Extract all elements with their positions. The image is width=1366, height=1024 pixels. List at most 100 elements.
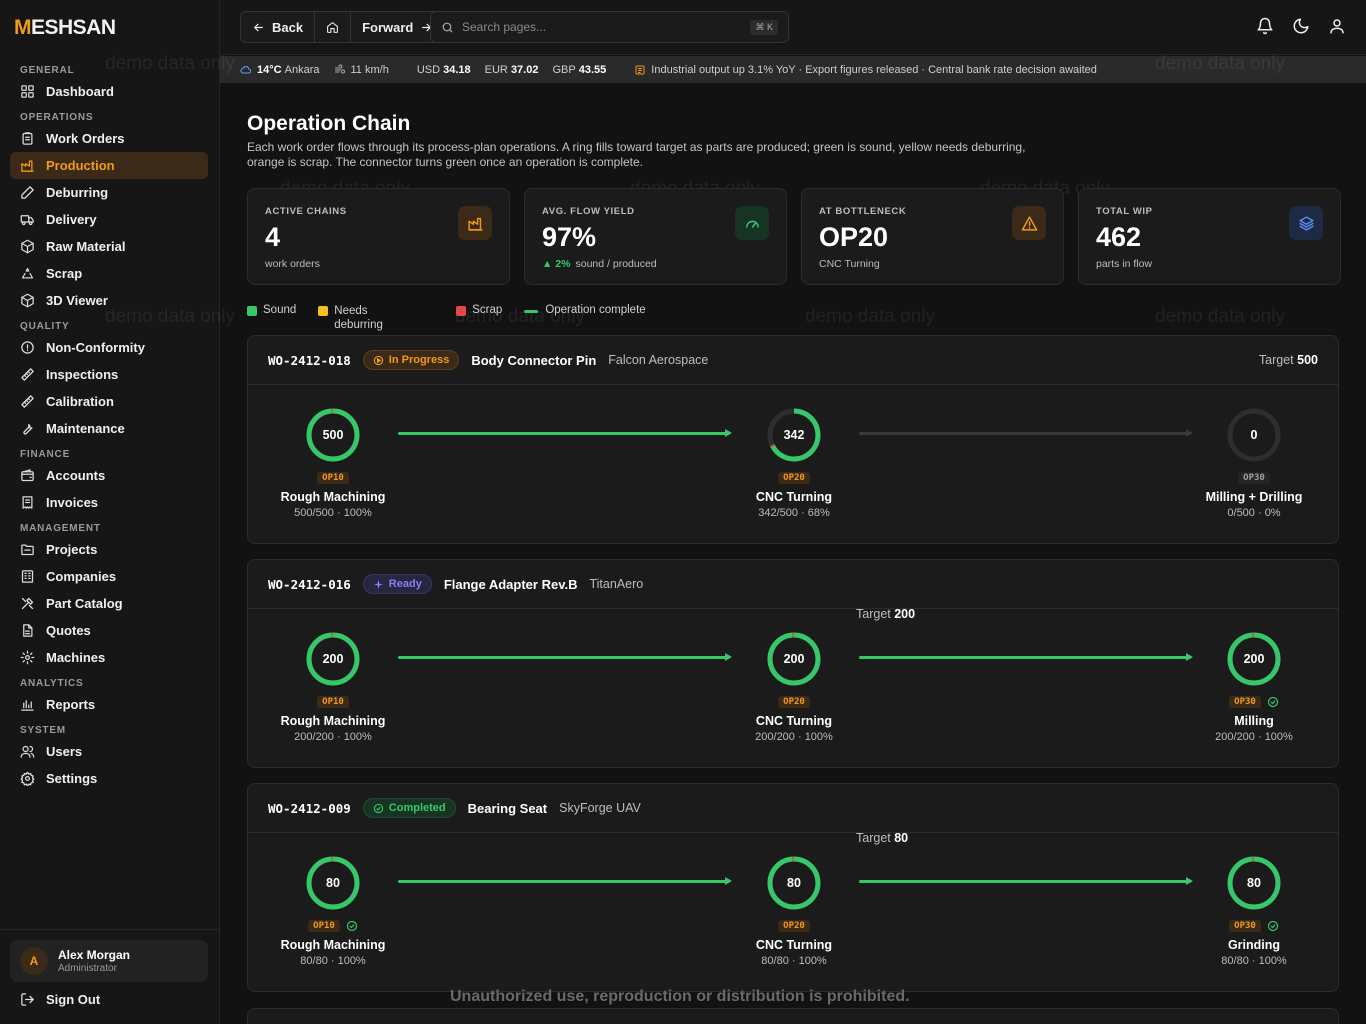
user-role: Administrator [58,963,117,974]
work-order-id[interactable]: WO-2412-016 [268,576,351,592]
sidebar-item-label: Users [46,744,83,759]
operation-node[interactable]: 80 OP30 Grinding 80/80 · 100% [1169,855,1339,967]
sidebar-item-label: Machines [46,650,106,665]
sidebar-item-label: Companies [46,569,117,584]
truck-icon [20,215,34,226]
sidebar-item-users[interactable]: Users [10,738,208,765]
nav-section-label: GENERAL [20,65,75,76]
sidebar-item-maintenance[interactable]: Maintenance [10,415,208,442]
sidebar-item-raw-material[interactable]: Raw Material [10,233,208,260]
operation-node[interactable]: 200 OP10 Rough Machining 200/200 · 100% [248,631,418,743]
operation-node[interactable]: 200 OP30 Milling 200/200 · 100% [1169,631,1339,743]
brand-logo[interactable]: MESHSAN [14,16,116,39]
grid-icon [21,85,34,98]
operation-node[interactable]: 80 OP10 Rough Machining 80/80 · 100% [248,855,418,967]
chain-card[interactable]: WO-2412-016 Ready Flange Adapter Rev.B Tita… [247,559,1339,768]
user-icon[interactable] [1328,17,1346,35]
stat-card: AVG. FLOW YIELD 97% ▲ 2% sound / produced [524,188,787,285]
sidebar-item-work-orders[interactable]: Work Orders [10,125,208,152]
user-name: Alex Morgan [58,948,131,962]
stat-value: 4 [265,222,281,252]
home-button[interactable] [315,12,352,42]
sidebar-item-reports[interactable]: Reports [10,691,208,718]
stat-icon-box [1012,206,1046,240]
sidebar-item-label: Quotes [46,623,91,638]
stats-row: ACTIVE CHAINS 4 work orders AVG. FLOW YIELD… [247,188,1341,285]
operation-progress: 200/200 · 100% [1215,731,1293,743]
operation-code: OP20 [778,472,810,484]
usd-rate: 34.18 [443,63,471,76]
sidebar-item-scrap[interactable]: Scrap [10,260,208,287]
sidebar-item-part-catalog[interactable]: Part Catalog [10,590,208,617]
operation-node[interactable]: 200 OP20 CNC Turning 200/200 · 100% [709,631,879,743]
moon-icon[interactable] [1292,17,1310,35]
work-order-id[interactable]: WO-2412-018 [268,352,351,368]
sidebar-item-label: Maintenance [46,421,125,436]
sidebar-item-label: Non-Conformity [46,340,145,355]
sidebar-item-deburring[interactable]: Deburring [10,179,208,206]
sidebar-item-quotes[interactable]: Quotes [10,617,208,644]
sidebar-item-inspections[interactable]: Inspections [10,361,208,388]
operation-node[interactable]: 80 OP20 CNC Turning 80/80 · 100% [709,855,879,967]
operation-name: Rough Machining [280,490,386,504]
sidebar-item-label: Dashboard [46,84,114,99]
logout-icon [21,992,34,1006]
user-card[interactable]: A Alex Morgan Administrator [10,940,208,982]
legend-deburr: Needs deburring [318,304,404,332]
topbar: Back Forward ⌘ K [220,0,1366,55]
operation-name: Grinding [1227,938,1281,952]
sidebar-item-label: Raw Material [46,239,126,254]
legend-sound: Sound [247,304,296,332]
search-box[interactable]: ⌘ K [430,11,789,43]
nav-section-label: ANALYTICS [20,678,84,689]
progress-ring [306,856,360,910]
operation-code: OP10 [317,472,349,484]
chain-card[interactable]: WO-2412-018 In Progress Body Connector Pin… [247,335,1339,544]
home-icon [327,21,338,33]
avatar: A [20,947,48,975]
sidebar-item-3d-viewer[interactable]: 3D Viewer [10,287,208,314]
status-badge: Completed [362,798,456,818]
progress-ring [1227,408,1281,462]
clipboard-icon [22,132,33,145]
back-button[interactable]: Back [241,12,316,42]
operation-node[interactable]: 342 OP20 CNC Turning 342/500 · 68% [709,407,879,519]
operation-count: 80 [1247,876,1261,890]
sidebar-item-delivery[interactable]: Delivery [10,206,208,233]
operation-node[interactable]: 0 OP30 Milling + Drilling 0/500 · 0% [1169,407,1339,519]
sidebar-item-non-conformity[interactable]: Non-Conformity [10,334,208,361]
sidebar-item-invoices[interactable]: Invoices [10,489,208,516]
operation-name: Milling [1234,714,1274,728]
sidebar-item-accounts[interactable]: Accounts [10,462,208,489]
chain-card-partial [247,1008,1339,1024]
operation-progress: 0/500 · 0% [1227,507,1281,519]
flow-connector [398,429,732,437]
sidebar-item-companies[interactable]: Companies [10,563,208,590]
sidebar-item-dashboard[interactable]: Dashboard [10,78,208,105]
operation-count: 200 [1243,652,1265,666]
work-order-id[interactable]: WO-2412-009 [268,800,351,816]
users-icon [20,745,35,758]
wind-icon [334,64,345,73]
nav-section-label: MANAGEMENT [20,523,101,534]
newspaper-icon [635,65,645,74]
folder-icon [21,544,34,556]
cog-icon [20,650,35,665]
operation-node[interactable]: 500 OP10 Rough Machining 500/500 · 100% [248,407,418,519]
sidebar-item-projects[interactable]: Projects [10,536,208,563]
sign-out-button[interactable]: Sign Out [20,988,100,1010]
operation-code: OP30 [1229,696,1261,708]
stat-label: ACTIVE CHAINS [265,206,347,217]
stat-card: ACTIVE CHAINS 4 work orders [247,188,510,285]
sidebar-item-production[interactable]: Production [10,152,208,179]
sidebar-item-calibration[interactable]: Calibration [10,388,208,415]
search-input[interactable] [462,20,751,34]
weather-city: Ankara [284,63,320,76]
sidebar-item-settings[interactable]: Settings [10,765,208,792]
operation-count: 0 [1250,428,1258,442]
alert-circle-icon [21,341,34,354]
status-badge: Ready [362,574,432,594]
sidebar-item-machines[interactable]: Machines [10,644,208,671]
chain-card[interactable]: WO-2412-009 Completed Bearing Seat SkyForge… [247,783,1339,992]
bell-icon[interactable] [1256,17,1274,35]
